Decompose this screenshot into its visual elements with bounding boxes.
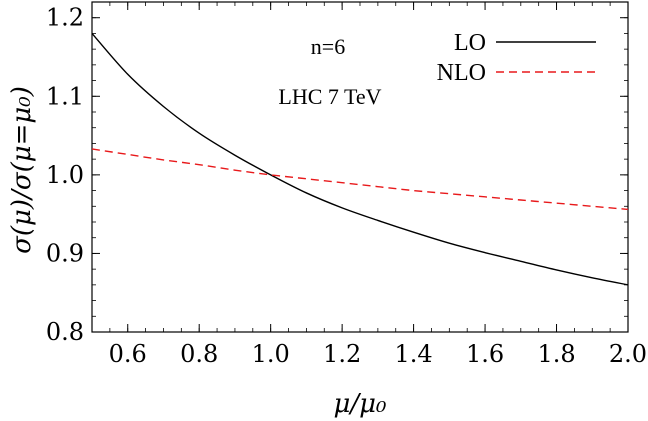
series-line-nlo bbox=[91, 148, 629, 211]
y-tick-label: 1.1 bbox=[46, 82, 84, 110]
x-tick-label: 0.8 bbox=[180, 340, 218, 368]
ticks: 0.6 0.8 1.0 1.2 1.4 1.6 1.8 2.0 0.8 0.9 1.0 1.1 1.2 bbox=[46, 1, 647, 368]
legend: LO NLO bbox=[437, 30, 596, 86]
x-axis-label: μ/μ₀ bbox=[334, 389, 388, 419]
y-tick-label: 1.2 bbox=[46, 4, 84, 32]
y-tick-label: 0.8 bbox=[46, 318, 84, 346]
plot-frame bbox=[91, 1, 629, 333]
y-tick-label: 0.9 bbox=[46, 239, 84, 267]
legend-label-nlo: NLO bbox=[437, 60, 486, 86]
series-layer bbox=[91, 32, 629, 286]
annotation-n: n=6 bbox=[311, 34, 345, 59]
series-line-lo bbox=[91, 32, 629, 286]
x-tick-label: 1.8 bbox=[537, 340, 575, 368]
annotation-lhc: LHC 7 TeV bbox=[278, 84, 381, 109]
legend-label-lo: LO bbox=[454, 30, 486, 56]
x-tick-label: 1.6 bbox=[466, 340, 504, 368]
y-tick-label: 1.0 bbox=[46, 161, 84, 189]
x-tick-label: 1.2 bbox=[323, 340, 361, 368]
x-tick-label: 0.6 bbox=[109, 340, 147, 368]
x-tick-label: 1.0 bbox=[252, 340, 290, 368]
y-axis-label: σ(μ)/σ(μ=μ₀) bbox=[7, 86, 37, 254]
x-tick-label: 2.0 bbox=[609, 340, 647, 368]
x-tick-label: 1.4 bbox=[395, 340, 433, 368]
